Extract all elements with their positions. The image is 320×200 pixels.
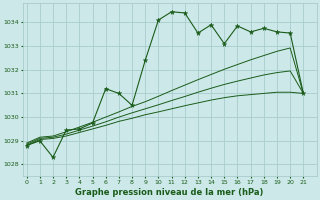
X-axis label: Graphe pression niveau de la mer (hPa): Graphe pression niveau de la mer (hPa) [76, 188, 264, 197]
